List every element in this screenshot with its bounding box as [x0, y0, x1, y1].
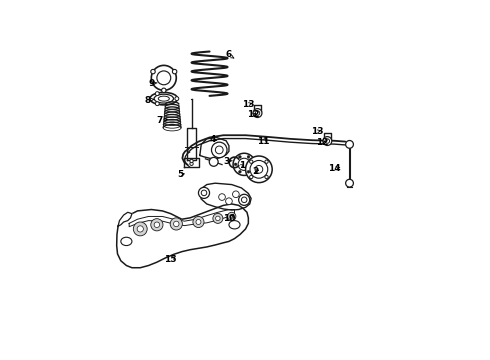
Circle shape: [325, 139, 330, 143]
Circle shape: [255, 111, 260, 115]
Circle shape: [253, 109, 262, 117]
Circle shape: [265, 175, 268, 179]
Text: 7: 7: [156, 116, 162, 125]
Text: 2: 2: [252, 167, 258, 176]
Circle shape: [230, 215, 234, 218]
Circle shape: [196, 220, 201, 225]
Text: 10: 10: [223, 214, 235, 223]
Text: 1: 1: [239, 161, 245, 170]
Polygon shape: [200, 138, 229, 159]
Circle shape: [234, 163, 237, 166]
Circle shape: [242, 197, 247, 203]
Circle shape: [239, 156, 241, 158]
Circle shape: [249, 175, 253, 179]
Text: 11: 11: [257, 136, 270, 145]
Circle shape: [265, 160, 268, 163]
Circle shape: [233, 191, 239, 198]
Text: 5: 5: [177, 170, 183, 179]
Circle shape: [219, 194, 225, 201]
Circle shape: [250, 161, 268, 178]
Circle shape: [213, 213, 223, 223]
Circle shape: [201, 190, 207, 195]
Circle shape: [216, 216, 220, 221]
Text: 15: 15: [165, 256, 177, 265]
Circle shape: [193, 216, 204, 228]
Circle shape: [198, 187, 210, 198]
Circle shape: [190, 162, 193, 166]
Text: 9: 9: [148, 79, 154, 88]
Circle shape: [175, 97, 179, 100]
Circle shape: [251, 163, 254, 166]
Circle shape: [172, 69, 177, 74]
Polygon shape: [129, 210, 235, 227]
Text: 12: 12: [247, 110, 260, 119]
Circle shape: [249, 160, 253, 163]
Polygon shape: [200, 183, 251, 210]
Circle shape: [155, 102, 159, 105]
Circle shape: [190, 159, 193, 163]
Circle shape: [155, 92, 159, 95]
Circle shape: [245, 156, 272, 183]
Circle shape: [170, 218, 182, 230]
Text: 3: 3: [223, 157, 230, 166]
Circle shape: [154, 222, 160, 228]
Circle shape: [239, 170, 241, 173]
Text: 6: 6: [225, 50, 231, 59]
Circle shape: [173, 221, 179, 227]
Text: 13: 13: [311, 127, 323, 136]
Circle shape: [247, 170, 250, 173]
Circle shape: [323, 136, 332, 145]
Circle shape: [162, 88, 166, 93]
Text: 14: 14: [328, 164, 341, 173]
Polygon shape: [117, 204, 248, 268]
Circle shape: [239, 194, 250, 205]
Circle shape: [255, 166, 263, 173]
Circle shape: [151, 219, 163, 231]
Circle shape: [216, 146, 223, 154]
Circle shape: [227, 212, 236, 221]
Circle shape: [133, 222, 147, 236]
Circle shape: [247, 156, 250, 158]
Circle shape: [345, 140, 353, 148]
Text: 4: 4: [210, 135, 216, 144]
Polygon shape: [118, 212, 132, 226]
Circle shape: [137, 226, 144, 232]
Text: 12: 12: [316, 138, 328, 147]
Circle shape: [151, 69, 155, 74]
Circle shape: [209, 157, 218, 166]
Text: 8: 8: [145, 95, 151, 104]
Text: 13: 13: [242, 100, 255, 109]
Circle shape: [345, 179, 353, 187]
Circle shape: [225, 198, 232, 204]
Circle shape: [212, 142, 227, 158]
